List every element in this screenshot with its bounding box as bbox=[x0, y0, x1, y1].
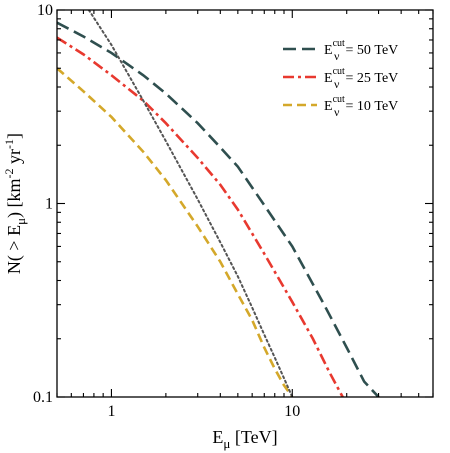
series-line-10-tev bbox=[57, 67, 294, 397]
y-tick-label: 0.1 bbox=[33, 389, 53, 406]
series-layer bbox=[57, 10, 380, 397]
labels-layer: 1 10 0.1 1 10 Eμ [TeV] N( > Eμ) [km-2 yr-1] bbox=[2, 2, 300, 451]
legend-entry: Ecut ν = 10 TeV bbox=[324, 94, 398, 119]
plot-frame bbox=[56, 9, 434, 398]
series-line-25-tev bbox=[57, 36, 344, 397]
legend-entry: Ecut ν = 50 TeV bbox=[324, 38, 398, 63]
legend: Ecut ν = 50 TeV Ecut ν = 25 TeV Ecut ν = 10 T… bbox=[283, 38, 398, 119]
x-axis-title: Eμ [TeV] bbox=[212, 427, 277, 451]
x-tick-label: 1 bbox=[107, 403, 115, 420]
ticks-layer bbox=[56, 9, 434, 398]
series-line-reference bbox=[87, 10, 294, 397]
series-line-50-tev bbox=[57, 21, 380, 397]
y-tick-label: 10 bbox=[37, 2, 53, 19]
y-tick-label: 1 bbox=[45, 196, 53, 213]
y-axis-title: N( > Eμ) [km-2 yr-1] bbox=[2, 133, 28, 274]
x-tick-label: 10 bbox=[284, 403, 300, 420]
legend-entry: Ecut ν = 25 TeV bbox=[324, 66, 398, 91]
